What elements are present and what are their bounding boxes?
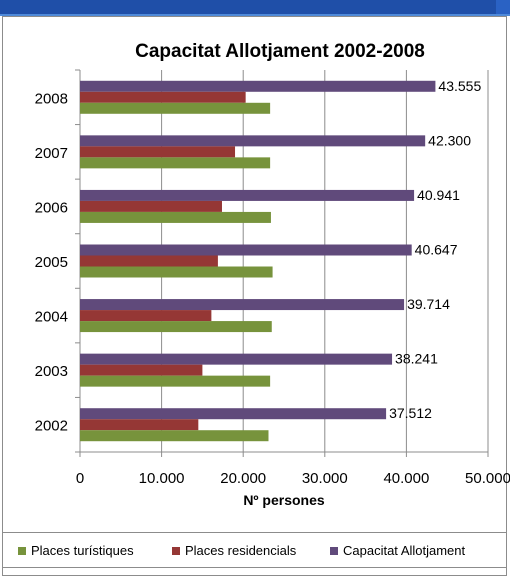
bar-capacitat-allotjament-2004 xyxy=(80,299,405,311)
data-label-2002: 37.512 xyxy=(389,405,432,421)
bar-places-residencials-2004 xyxy=(80,310,212,322)
y-tick-label: 2005 xyxy=(35,254,68,271)
bar-places-tur-stiques-2007 xyxy=(80,157,271,169)
bar-places-tur-stiques-2003 xyxy=(80,375,271,387)
bar-capacitat-allotjament-2006 xyxy=(80,189,415,201)
data-label-2003: 38.241 xyxy=(395,351,438,367)
bar-places-tur-stiques-2002 xyxy=(80,430,269,442)
x-tick-label: 40.000 xyxy=(383,470,429,487)
window-top-bar xyxy=(0,0,510,16)
legend-swatch-capacitat-allotjament xyxy=(330,546,338,555)
y-tick-label: 2003 xyxy=(35,363,68,380)
data-label-2007: 42.300 xyxy=(428,132,471,148)
bar-capacitat-allotjament-2007 xyxy=(80,135,426,147)
data-label-2008: 43.555 xyxy=(438,78,481,94)
y-tick-label: 2006 xyxy=(35,199,68,216)
legend-swatch-places-turistiques xyxy=(18,546,26,555)
x-tick-label: 10.000 xyxy=(139,470,185,487)
chart-area xyxy=(2,16,507,576)
y-tick-label: 2007 xyxy=(35,145,68,162)
bar-places-residencials-2008 xyxy=(80,91,246,103)
bar-places-tur-stiques-2005 xyxy=(80,266,273,278)
bar-places-residencials-2003 xyxy=(80,364,203,376)
bar-places-residencials-2005 xyxy=(80,255,218,267)
legend-label-places-turistiques: Places turístiques xyxy=(31,543,134,558)
x-tick-label: 50.000 xyxy=(465,470,510,487)
bar-places-tur-stiques-2006 xyxy=(80,211,271,223)
data-label-2005: 40.647 xyxy=(415,242,458,258)
y-tick-label: 2002 xyxy=(35,418,68,435)
bar-places-tur-stiques-2008 xyxy=(80,102,271,114)
x-tick-label: 20.000 xyxy=(220,470,266,487)
legend-item-capacitat-allotjament: Capacitat Allotjament xyxy=(330,543,465,558)
x-tick-label: 30.000 xyxy=(302,470,348,487)
legend-swatch-places-residencials xyxy=(172,546,180,555)
chart-title: Capacitat Allotjament 2002-2008 xyxy=(135,41,425,62)
data-label-2006: 40.941 xyxy=(417,187,460,203)
bar-places-residencials-2006 xyxy=(80,200,222,212)
bar-places-residencials-2002 xyxy=(80,419,199,431)
bar-places-tur-stiques-2004 xyxy=(80,321,272,333)
x-axis-label: Nº persones xyxy=(243,492,325,508)
x-tick-label: 0 xyxy=(76,470,84,487)
bar-capacitat-allotjament-2003 xyxy=(80,353,393,365)
legend-label-capacitat-allotjament: Capacitat Allotjament xyxy=(343,543,466,558)
legend-label-places-residencials: Places residencials xyxy=(185,543,297,558)
bar-places-residencials-2007 xyxy=(80,146,236,158)
bar-capacitat-allotjament-2008 xyxy=(80,80,436,92)
window-top-bar-corner xyxy=(496,0,510,14)
legend-item-places-turistiques: Places turístiques xyxy=(18,543,134,558)
y-tick-label: 2004 xyxy=(35,309,68,326)
legend: Places turístiques Places residencials C… xyxy=(2,532,507,568)
data-label-2004: 39.714 xyxy=(407,296,450,312)
bar-capacitat-allotjament-2002 xyxy=(80,408,387,420)
y-tick-label: 2008 xyxy=(35,90,68,107)
legend-item-places-residencials: Places residencials xyxy=(172,543,296,558)
bar-capacitat-allotjament-2005 xyxy=(80,244,412,256)
